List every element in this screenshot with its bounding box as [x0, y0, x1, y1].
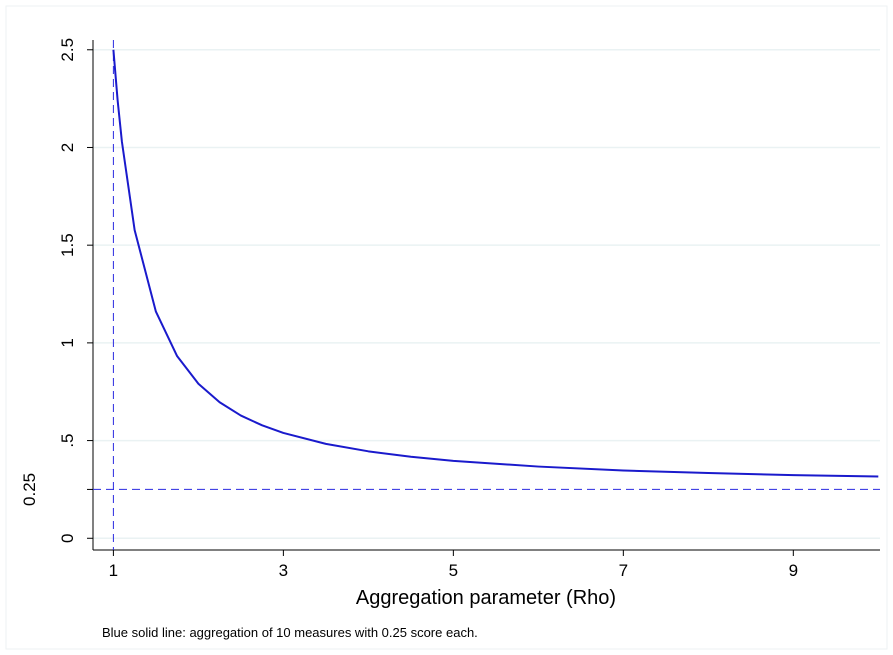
x-tick-label: 5 — [449, 561, 458, 580]
x-tick-label: 7 — [619, 561, 628, 580]
y-tick-label: 2.5 — [58, 38, 77, 62]
reference-label: 0.25 — [20, 473, 39, 506]
x-axis-label: Aggregation parameter (Rho) — [356, 587, 616, 609]
x-tick-label: 9 — [789, 561, 798, 580]
note: Blue solid line: aggregation of 10 measu… — [102, 625, 478, 640]
outer-frame — [5, 5, 888, 650]
x-tick-label: 1 — [109, 561, 118, 580]
y-tick-label: 1 — [58, 338, 77, 347]
y-tick-label: .5 — [58, 433, 77, 447]
x-tick-label: 3 — [279, 561, 288, 580]
data-line — [112, 49, 879, 478]
y-tick-label: 1.5 — [58, 233, 77, 257]
y-tick-label: 0 — [58, 534, 77, 543]
y-tick-label: 2 — [58, 143, 77, 152]
